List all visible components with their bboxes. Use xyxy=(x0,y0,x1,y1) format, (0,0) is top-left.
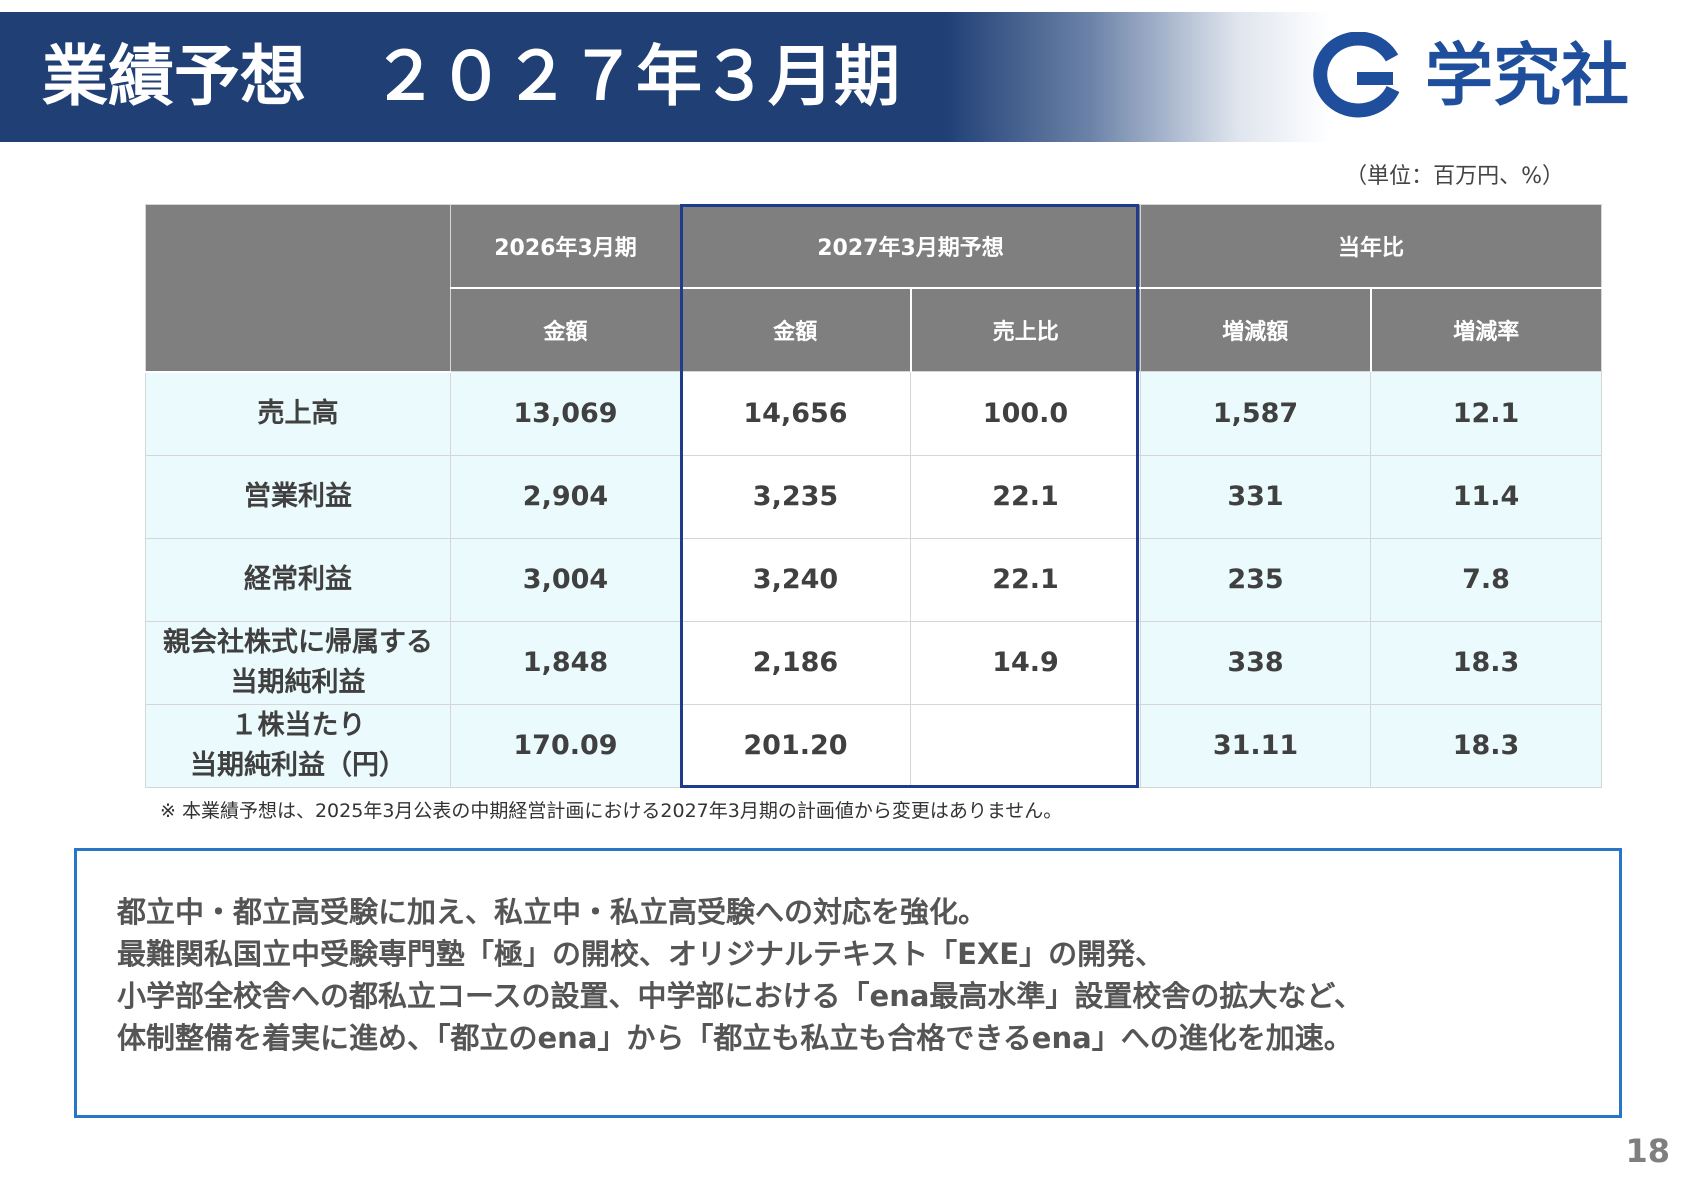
row-label-text: 当期純利益 xyxy=(230,666,366,698)
cell-sales-ratio: 14.9 xyxy=(909,620,1142,705)
header-band xyxy=(0,12,1330,142)
cell-change-rate: 18.3 xyxy=(1370,620,1603,705)
group-header-fy2026: 2026年3月期 xyxy=(450,204,681,289)
cell-amount-2026: 1,848 xyxy=(450,620,681,705)
strategy-callout-box: 都立中・都立高受験に加え、私立中・私立高受験への対応を強化。 最難関私国立中受験… xyxy=(74,848,1622,1118)
row-label-text: 営業利益 xyxy=(244,480,352,512)
row-label-text: 売上高 xyxy=(257,397,339,429)
page-title: 業績予想 ２０２７年３月期 xyxy=(42,38,900,115)
row-label-operating-profit: 営業利益 xyxy=(145,454,451,539)
row-label-ordinary-profit: 経常利益 xyxy=(145,537,451,622)
table-row: 営業利益 2,904 3,235 22.1 331 11.4 xyxy=(145,454,1603,539)
callout-line: 最難関私国立中受験専門塾「極」の開校、オリジナルテキスト「EXE」の開発、 xyxy=(117,937,1165,971)
cell-change-amount: 331 xyxy=(1140,454,1372,539)
group-header-fy2027-forecast: 2027年3月期予想 xyxy=(679,204,1142,289)
footnote: ※ 本業績予想は、2025年3月公表の中期経営計画における2027年3月期の計画… xyxy=(160,800,1063,822)
results-table: 2026年3月期 2027年3月期予想 当年比 金額 金額 売上比 増減額 増減… xyxy=(145,204,1603,788)
table-header-row-groups: 2026年3月期 2027年3月期予想 当年比 xyxy=(145,204,1603,373)
cell-change-amount: 1,587 xyxy=(1140,371,1372,456)
cell-amount-2027: 3,240 xyxy=(680,537,911,622)
cell-amount-2026: 170.09 xyxy=(450,703,681,788)
row-label-text: 経常利益 xyxy=(244,563,352,595)
cell-amount-2026: 13,069 xyxy=(450,371,681,456)
cell-sales-ratio: 22.1 xyxy=(909,454,1142,539)
cell-amount-2027: 14,656 xyxy=(680,371,911,456)
row-label-net-income: 親会社株式に帰属する 当期純利益 xyxy=(145,620,451,705)
table-row: １株当たり 当期純利益（円） 170.09 201.20 31.11 18.3 xyxy=(145,703,1603,788)
header-corner-cell xyxy=(145,204,451,373)
cell-sales-ratio: 22.1 xyxy=(909,537,1142,622)
callout-line: 体制整備を着実に進め、「都立のena」から「都立も私立も合格できるena」への進… xyxy=(117,1021,1353,1055)
cell-amount-2026: 2,904 xyxy=(450,454,681,539)
cell-change-amount: 235 xyxy=(1140,537,1372,622)
row-label-text: 当期純利益（円） xyxy=(190,749,406,781)
cell-amount-2026: 3,004 xyxy=(450,537,681,622)
sub-header-change-amount: 増減額 xyxy=(1140,287,1372,372)
cell-change-amount: 338 xyxy=(1140,620,1372,705)
row-label-eps: １株当たり 当期純利益（円） xyxy=(145,703,451,788)
sub-header-sales-ratio: 売上比 xyxy=(909,287,1142,372)
gakkyusha-g-logo-icon xyxy=(1313,32,1400,118)
table-row: 親会社株式に帰属する 当期純利益 1,848 2,186 14.9 338 18… xyxy=(145,620,1603,705)
table-row: 売上高 13,069 14,656 100.0 1,587 12.1 xyxy=(145,371,1603,456)
cell-amount-2027: 3,235 xyxy=(680,454,911,539)
row-label-text: １株当たり xyxy=(230,710,366,742)
callout-line: 小学部全校舎への都私立コースの設置、中学部における「ena最高水準」設置校舎の拡… xyxy=(117,979,1363,1013)
page-number: 18 xyxy=(1625,1132,1670,1170)
logo-text: 学究社 xyxy=(1425,37,1630,116)
cell-amount-2027: 201.20 xyxy=(680,703,911,788)
cell-change-rate: 12.1 xyxy=(1370,371,1603,456)
cell-amount-2027: 2,186 xyxy=(680,620,911,705)
sub-header-amount-2027: 金額 xyxy=(680,287,911,372)
callout-line: 都立中・都立高受験に加え、私立中・私立高受験への対応を強化。 xyxy=(117,895,988,929)
sub-header-amount-2026: 金額 xyxy=(450,287,681,372)
cell-change-amount: 31.11 xyxy=(1140,703,1372,788)
group-header-yoy: 当年比 xyxy=(1140,204,1603,289)
sub-header-change-rate: 増減率 xyxy=(1369,287,1603,372)
cell-change-rate: 18.3 xyxy=(1370,703,1603,788)
table-row: 経常利益 3,004 3,240 22.1 235 7.8 xyxy=(145,537,1603,622)
cell-sales-ratio: 100.0 xyxy=(909,371,1142,456)
cell-sales-ratio xyxy=(909,703,1142,788)
row-label-net-sales: 売上高 xyxy=(145,371,451,456)
cell-change-rate: 11.4 xyxy=(1370,454,1603,539)
unit-note: （単位：百万円、%） xyxy=(1345,164,1564,189)
row-label-text: 親会社株式に帰属する xyxy=(163,627,433,659)
cell-change-rate: 7.8 xyxy=(1370,537,1603,622)
